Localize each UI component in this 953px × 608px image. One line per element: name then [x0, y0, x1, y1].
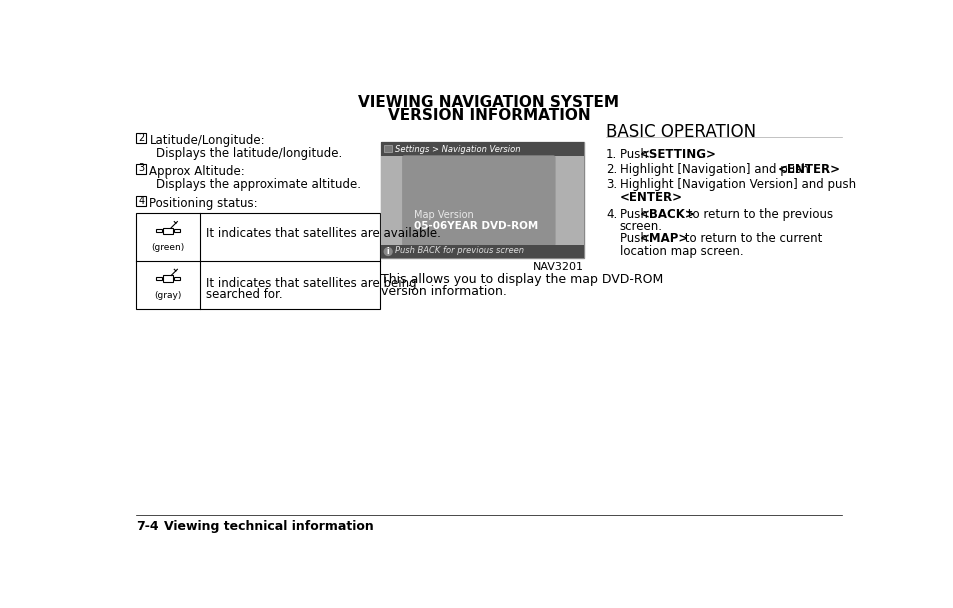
Text: to return to the current: to return to the current — [680, 232, 821, 246]
Bar — [381, 142, 583, 258]
Text: to return to the previous: to return to the previous — [683, 208, 833, 221]
Bar — [163, 228, 172, 234]
Text: 1.: 1. — [605, 148, 617, 161]
Bar — [174, 277, 180, 280]
Text: screen.: screen. — [619, 220, 662, 233]
Text: Viewing technical information: Viewing technical information — [164, 520, 374, 533]
Text: Map Version: Map Version — [414, 210, 473, 220]
Text: Push: Push — [619, 232, 651, 246]
Bar — [155, 229, 162, 232]
Text: 3.: 3. — [605, 179, 617, 192]
Text: Positioning status:: Positioning status: — [150, 197, 258, 210]
Text: 4: 4 — [138, 196, 144, 206]
Bar — [384, 145, 392, 152]
Text: Latitude/Longitude:: Latitude/Longitude: — [150, 134, 265, 147]
Text: Push BACK for previous screen: Push BACK for previous screen — [395, 246, 523, 255]
Text: It indicates that satellites are available.: It indicates that satellites are availab… — [206, 227, 440, 240]
Bar — [136, 196, 146, 206]
Text: Push: Push — [619, 208, 651, 221]
Text: Push: Push — [619, 148, 651, 161]
Text: <ENTER>: <ENTER> — [619, 191, 682, 204]
Bar — [136, 164, 146, 174]
Text: This allows you to display the map DVD-ROM: This allows you to display the map DVD-R… — [381, 273, 662, 286]
Bar — [381, 246, 583, 258]
Text: location map screen.: location map screen. — [619, 244, 742, 258]
Bar — [163, 275, 172, 282]
Text: .: . — [697, 148, 700, 161]
Text: version information.: version information. — [381, 286, 507, 299]
Text: .: . — [825, 163, 829, 176]
Circle shape — [384, 247, 392, 255]
Text: (green): (green) — [152, 243, 185, 252]
Text: 2: 2 — [138, 133, 144, 143]
Text: 05-06YEAR DVD-ROM: 05-06YEAR DVD-ROM — [414, 221, 537, 231]
Text: Highlight [Navigation Version] and push: Highlight [Navigation Version] and push — [619, 179, 855, 192]
Text: VERSION INFORMATION: VERSION INFORMATION — [387, 108, 590, 123]
Text: Approx Altitude:: Approx Altitude: — [150, 165, 245, 178]
Bar — [136, 213, 380, 309]
Text: VIEWING NAVIGATION SYSTEM: VIEWING NAVIGATION SYSTEM — [358, 94, 618, 109]
Text: .: . — [664, 191, 668, 204]
Bar — [155, 277, 162, 280]
Text: <MAP>: <MAP> — [639, 232, 688, 246]
Bar — [174, 229, 180, 232]
Text: i: i — [387, 247, 389, 256]
Text: BASIC OPERATION: BASIC OPERATION — [605, 123, 756, 141]
Text: <ENTER>: <ENTER> — [778, 163, 841, 176]
Bar — [381, 142, 583, 156]
Bar — [381, 156, 583, 246]
Text: searched for.: searched for. — [206, 288, 282, 301]
Text: Displays the latitude/longitude.: Displays the latitude/longitude. — [155, 147, 341, 160]
Text: (gray): (gray) — [154, 291, 182, 300]
Text: 7-4: 7-4 — [136, 520, 159, 533]
Bar — [136, 133, 146, 143]
Text: Highlight [Navigation] and push: Highlight [Navigation] and push — [619, 163, 812, 176]
Text: <SETTING>: <SETTING> — [639, 148, 716, 161]
Text: <BACK>: <BACK> — [639, 208, 695, 221]
Text: Displays the approximate altitude.: Displays the approximate altitude. — [155, 178, 360, 191]
FancyBboxPatch shape — [402, 156, 555, 246]
Text: 4.: 4. — [605, 208, 617, 221]
Text: 2.: 2. — [605, 163, 617, 176]
Text: It indicates that satellites are being: It indicates that satellites are being — [206, 277, 416, 290]
Text: Settings > Navigation Version: Settings > Navigation Version — [395, 145, 520, 154]
Text: NAV3201: NAV3201 — [533, 263, 583, 272]
Text: 3: 3 — [138, 164, 144, 173]
